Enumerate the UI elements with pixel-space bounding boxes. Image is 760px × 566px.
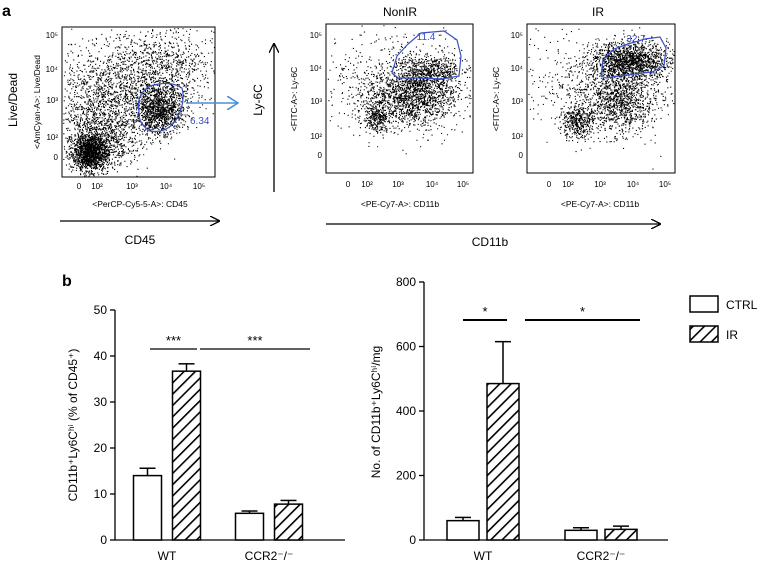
flow-plot-2-ytick: 10²	[310, 132, 322, 141]
chart0-ytick-label: 50	[94, 303, 108, 317]
legend-label-ir: IR	[726, 328, 738, 342]
bar-ir-0	[486, 382, 520, 541]
flow-plot-2-xlabel: <PE-Cy7-A>: CD11b	[361, 199, 440, 209]
flow-plot-2-xtick: 10²	[361, 180, 373, 189]
flow-plot-1-yticks: 10⁵ 10⁴ 10³ 10² 0	[46, 31, 59, 162]
chart1-ytick-label: 600	[396, 340, 416, 354]
flow-plot-3: IR 32.7 10⁵ 10⁴ 10³ 10² 0 0 10² 10³ 10⁴ …	[491, 5, 676, 209]
bar-ctrl-0	[132, 474, 163, 541]
flow-plot-3-title: IR	[592, 5, 604, 19]
chart0-category-label: CCR2⁻/⁻	[245, 549, 294, 563]
flow-plot-1-xtick: 10⁴	[160, 182, 173, 191]
chart0-category-label: WT	[158, 549, 177, 563]
flow-plot-2-xtick: 0	[346, 180, 351, 189]
chart0-ytick-label: 0	[100, 533, 107, 547]
flow-plot-1: 6.34 10⁵ 10⁴ 10³ 10² 0 0 10² 10³ 10⁴ 10⁵…	[6, 26, 219, 247]
flow-plot-1-xtick: 10⁵	[193, 182, 205, 191]
significance-label: ***	[166, 333, 181, 348]
chart1-ylabel: CD11b⁺Ly6Cʰⁱ (% of CD45⁺)	[66, 349, 80, 502]
cd11b-label: CD11b	[472, 235, 509, 249]
flow-plot-1-gate-value: 6.34	[190, 116, 210, 127]
flow-plot-3-gate	[600, 36, 667, 79]
flow-plot-1-xticks: 0 10² 10³ 10⁴ 10⁵	[77, 182, 205, 191]
flow-plot-3-xtick: 10⁴	[627, 180, 640, 189]
flow-plot-2-gate-value: 11.4	[417, 32, 436, 43]
chart1-ytick-label: 400	[396, 404, 416, 418]
flow-plot-1-ylabel: <AmCyan-A>: Live/Dead	[32, 55, 42, 149]
ly6c-label: Ly-6C	[251, 84, 265, 116]
chart1-category-label: CCR2⁻/⁻	[577, 549, 626, 563]
bar-ir-0	[171, 370, 202, 541]
flow-plot-1-xtick: 10²	[91, 182, 103, 191]
flow-plot-1-ytick: 10³	[46, 96, 58, 105]
flow-plot-3-dots	[528, 27, 675, 170]
flow-plot-1-ytick: 10²	[46, 133, 58, 142]
flow-plot-2-ytick: 10³	[310, 97, 322, 106]
flow-plot-1-outer-ylabel: Live/Dead	[6, 73, 20, 127]
flow-plot-2-xtick: 10⁵	[457, 180, 469, 189]
chart0-ytick-label: 20	[94, 441, 108, 455]
legend-swatch-ctrl	[689, 295, 719, 313]
flow-plot-3-ytick: 10⁴	[511, 64, 524, 73]
flow-plot-3-ytick: 0	[519, 151, 524, 160]
legend-swatch-ir	[689, 325, 719, 343]
flow-plot-2-xtick: 10⁴	[426, 180, 439, 189]
flow-plot-3-xlabel: <PE-Cy7-A>: CD11b	[561, 199, 640, 209]
chart1-ytick-label: 800	[396, 275, 416, 289]
chart0-ytick-label: 40	[94, 349, 108, 363]
flow-plot-2-yticks: 10⁵ 10⁴ 10³ 10² 0	[310, 31, 323, 160]
flow-plot-2-ytick: 10⁴	[310, 64, 323, 73]
flow-plot-3-ytick: 10⁵	[511, 31, 523, 40]
flow-plot-3-xtick: 10²	[562, 180, 574, 189]
bar-ctrl-1	[564, 529, 598, 541]
flow-plot-2-ytick: 0	[318, 151, 323, 160]
significance-label: *	[580, 304, 585, 319]
flow-plot-1-gate	[137, 82, 184, 133]
flow-plot-2-xtick: 10³	[392, 180, 404, 189]
flow-plot-1-ytick: 0	[54, 153, 59, 162]
cd45-label: CD45	[125, 233, 156, 247]
flow-plot-2-xticks: 0 10² 10³ 10⁴ 10⁵	[346, 180, 469, 189]
flow-plot-3-xtick: 0	[547, 180, 552, 189]
flow-plot-2-dots	[327, 25, 472, 155]
flow-plot-3-ylabel: <FITC-A>: Ly-6C	[491, 67, 501, 131]
chart1-category-label: WT	[474, 549, 493, 563]
bar-ir-1	[273, 503, 304, 541]
bar-ir-1	[604, 528, 638, 541]
bar-ctrl-1	[234, 512, 265, 541]
chart2-ylabel: No. of CD11b⁺Ly6Cʰⁱ/mg	[369, 346, 383, 478]
bar-ctrl-0	[446, 519, 480, 541]
flow-plot-2-title: NonIR	[383, 5, 417, 19]
flow-plot-1-ytick: 10⁵	[46, 31, 58, 40]
legend-label-ctrl: CTRL	[726, 298, 758, 312]
flow-plot-3-xticks: 0 10² 10³ 10⁴ 10⁵	[547, 180, 671, 189]
flow-plot-3-gate-value: 32.7	[626, 34, 646, 45]
flow-plot-3-ytick: 10³	[511, 97, 523, 106]
chart1-ytick-label: 0	[409, 533, 416, 547]
chart1-ytick-label: 200	[396, 469, 416, 483]
flow-plot-3-xtick: 10³	[594, 180, 606, 189]
flow-plot-2-ytick: 10⁵	[310, 31, 322, 40]
bar-chart-percent: CD11b⁺Ly6Cʰⁱ (% of CD45⁺) 0 10 20 30 40 50 WT C…	[66, 303, 345, 563]
flow-plot-1-ytick: 10⁴	[46, 65, 59, 74]
panel-label-a: a	[2, 3, 11, 20]
legend: CTRL IR	[689, 295, 758, 343]
flow-plot-2: NonIR 11.4 10⁵ 10⁴ 10³ 10² 0 0 10² 10³ 1…	[289, 5, 474, 209]
flow-plot-3-ytick: 10²	[511, 132, 523, 141]
flow-plot-1-xtick: 10³	[126, 182, 138, 191]
significance-label: ***	[247, 333, 262, 348]
flow-plot-1-xlabel: <PerCP-Cy5-5-A>: CD45	[92, 199, 188, 209]
flow-plot-3-yticks: 10⁵ 10⁴ 10³ 10² 0	[511, 31, 524, 160]
chart0-ytick-label: 10	[94, 487, 108, 501]
flow-plot-2-gate	[391, 30, 462, 80]
significance-label: *	[482, 304, 487, 319]
bar-chart-count: No. of CD11b⁺Ly6Cʰⁱ/mg 0 200 400 600 800 WT CC…	[369, 275, 668, 563]
flow-plot-3-xtick: 10⁵	[659, 180, 671, 189]
flow-plot-2-ylabel: <FITC-A>: Ly-6C	[289, 67, 299, 131]
panel-label-b: b	[62, 273, 72, 290]
chart0-ytick-label: 30	[94, 395, 108, 409]
flow-plot-1-xtick: 0	[77, 182, 82, 191]
